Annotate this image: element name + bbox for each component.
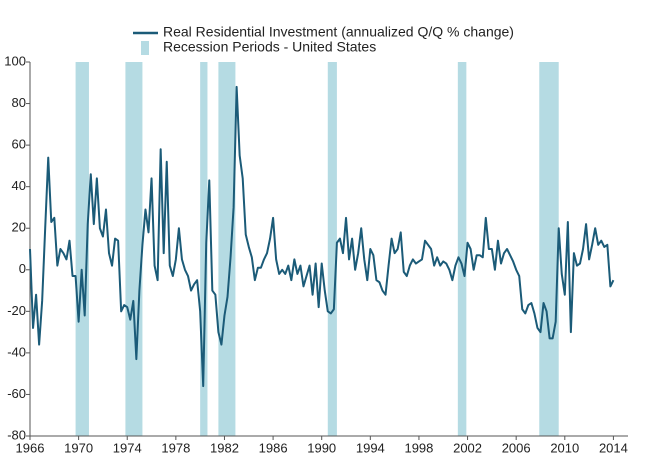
recession-band: [125, 62, 143, 436]
x-tick-label: 1974: [113, 440, 142, 455]
legend-swatch: [141, 41, 149, 55]
y-tick-label: -80: [7, 427, 26, 442]
x-tick-label: 1986: [259, 440, 288, 455]
x-tick-label: 1994: [356, 440, 385, 455]
x-tick-label: 1970: [64, 440, 93, 455]
legend-label: Recession Periods - United States: [163, 39, 376, 55]
recession-band: [75, 62, 89, 436]
legend-label: Real Residential Investment (annualized …: [163, 24, 514, 40]
y-tick-label: 100: [4, 53, 26, 68]
x-tick-label: 2002: [453, 440, 482, 455]
y-tick-label: -40: [7, 344, 26, 359]
x-tick-label: 1978: [161, 440, 190, 455]
x-tick-label: 1990: [307, 440, 336, 455]
x-tick-label: 1966: [16, 440, 45, 455]
x-tick-label: 1998: [404, 440, 433, 455]
data-line: [29, 85, 615, 388]
y-tick-label: 80: [12, 95, 26, 110]
x-tick-label: 2014: [599, 440, 628, 455]
x-tick-label: 2006: [502, 440, 531, 455]
y-tick-label: 40: [12, 178, 26, 193]
y-tick-label: -60: [7, 386, 26, 401]
y-tick-label: -20: [7, 303, 26, 318]
recession-band: [457, 62, 467, 436]
x-tick-label: 2010: [550, 440, 579, 455]
recession-band: [539, 62, 559, 436]
recession-band: [327, 62, 337, 436]
y-tick-label: 0: [19, 261, 26, 276]
recession-band: [218, 62, 236, 436]
y-tick-label: 20: [12, 220, 26, 235]
y-tick-label: 60: [12, 137, 26, 152]
recession-band: [200, 62, 208, 436]
x-tick-label: 1982: [210, 440, 239, 455]
